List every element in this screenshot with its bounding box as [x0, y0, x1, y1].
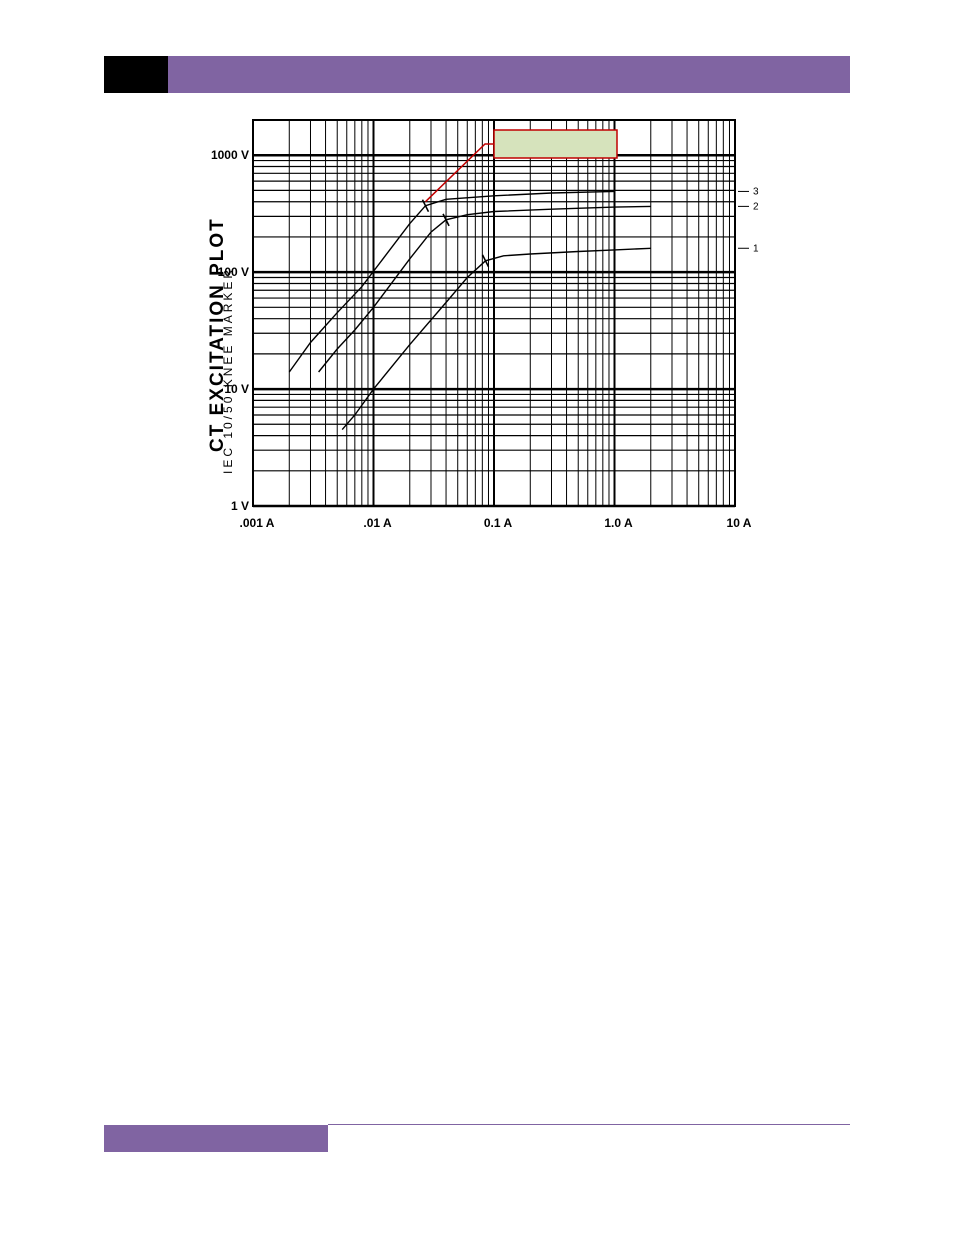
series-label-2: 2 — [753, 201, 759, 212]
x-tick-label: 10 A — [727, 516, 752, 530]
x-tick-label: 1.0 A — [604, 516, 633, 530]
footer-purple-bar — [104, 1125, 328, 1152]
annotation-box — [493, 129, 618, 159]
plot-frame — [252, 119, 736, 507]
header-purple-bar — [168, 56, 850, 93]
series-line-1 — [341, 247, 651, 431]
header-black-block — [104, 56, 168, 93]
series-line-2 — [318, 205, 651, 373]
chart-grid — [252, 119, 736, 508]
chart-annotation — [424, 129, 618, 203]
annotation-leader — [424, 143, 494, 203]
y-tick-label: 100 V — [218, 265, 249, 279]
knee-marker-2 — [442, 213, 450, 227]
x-tick-label: .01 A — [363, 516, 392, 530]
series-line-3 — [288, 190, 615, 373]
x-tick-label: .001 A — [240, 516, 275, 530]
chart-series: 1 2 3 — [288, 186, 759, 431]
knee-marker-1 — [481, 254, 490, 268]
knee-marker-3 — [421, 199, 430, 213]
chart-svg: .001 A .01 A 0.1 A 1.0 A 10 A 1 V 10 V 100 V 100… — [207, 119, 759, 530]
chart-title: CT EXCITATION PLOT — [207, 217, 228, 452]
footer-rule — [328, 1124, 850, 1125]
series-label-3: 3 — [753, 186, 759, 197]
chart-subtitle: IEC 10/50 KNEE MARKER — [221, 267, 235, 474]
x-tick-label: 0.1 A — [484, 516, 513, 530]
series-label-1: 1 — [753, 243, 759, 254]
ct-excitation-chart: .001 A .01 A 0.1 A 1.0 A 10 A 1 V 10 V 100 V 100… — [195, 112, 765, 542]
y-tick-label: 10 V — [224, 382, 249, 396]
y-tick-label: 1000 V — [211, 148, 249, 162]
y-tick-label: 1 V — [231, 499, 249, 513]
chart-axes: .001 A .01 A 0.1 A 1.0 A 10 A 1 V 10 V 100 V 100… — [211, 119, 752, 530]
